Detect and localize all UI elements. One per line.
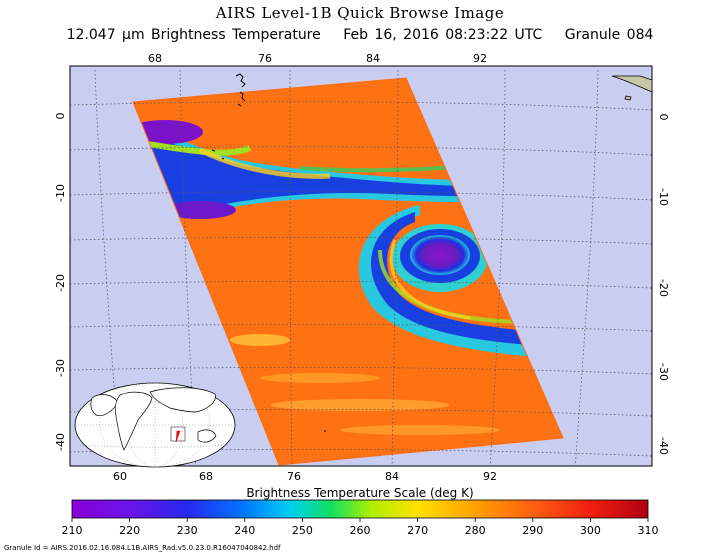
colorbar-tick-label: 240 <box>234 524 255 537</box>
left-lat-label: -40 <box>54 433 67 451</box>
colorbar-tick-label: 280 <box>465 524 486 537</box>
granule-id: Granule Id = AIRS.2016.02.16.084.L1B.AIR… <box>4 544 281 552</box>
top-lon-label: 84 <box>366 52 380 65</box>
land-outlines <box>211 73 326 432</box>
colorbar-tick-label: 230 <box>177 524 198 537</box>
inset-globe <box>74 382 236 468</box>
colorbar-tick-label: 290 <box>522 524 543 537</box>
left-lat-label: 0 <box>54 113 67 120</box>
top-lon-label: 68 <box>148 52 162 65</box>
top-lon-label: 92 <box>473 52 487 65</box>
colorbar-tick-label: 210 <box>62 524 83 537</box>
right-lat-label: 0 <box>657 114 670 121</box>
colorbar-tick-label: 270 <box>407 524 428 537</box>
right-lat-label: -40 <box>657 437 670 455</box>
granule-label: Granule 084 <box>564 27 654 43</box>
coastline-sumatra <box>611 75 653 93</box>
colorbar-tick-label: 300 <box>580 524 601 537</box>
left-lat-label: -10 <box>54 184 67 202</box>
bottom-lon-label: 60 <box>113 470 127 483</box>
top-lon-label: 76 <box>258 52 272 65</box>
bottom-lon-label: 84 <box>385 470 399 483</box>
bottom-lon-label: 68 <box>199 470 213 483</box>
datetime-label: Feb 16, 2016 08:23:22 UTC <box>343 27 543 43</box>
right-lat-label: -30 <box>657 363 670 381</box>
colorbar-tick-label: 220 <box>119 524 140 537</box>
right-lat-label: -20 <box>657 279 670 297</box>
image-subtitle: 12.047 μm Brightness Temperature Feb 16,… <box>0 27 720 43</box>
left-lat-label: -30 <box>54 359 67 377</box>
colorbar-gradient <box>71 499 649 519</box>
colorbar-tick-label: 260 <box>350 524 371 537</box>
bottom-lon-label: 92 <box>483 470 497 483</box>
left-lat-label: -20 <box>54 274 67 292</box>
image-title: AIRS Level-1B Quick Browse Image <box>215 4 505 22</box>
satellite-map: 0 -10 -20 -30 -40 0 -10 -20 -30 -40 68 76 84 92 60 6… <box>54 52 670 483</box>
island <box>624 95 632 101</box>
wavelength-label: 12.047 μm Brightness Temperature <box>66 27 321 43</box>
colorbar-tick-label: 250 <box>292 524 313 537</box>
right-lat-label: -10 <box>657 188 670 206</box>
colorbar-title: Brightness Temperature Scale (deg K) <box>246 486 474 500</box>
colorbar-tick-label: 310 <box>638 524 659 537</box>
bottom-lon-label: 76 <box>287 470 301 483</box>
swath-outline <box>132 77 564 466</box>
